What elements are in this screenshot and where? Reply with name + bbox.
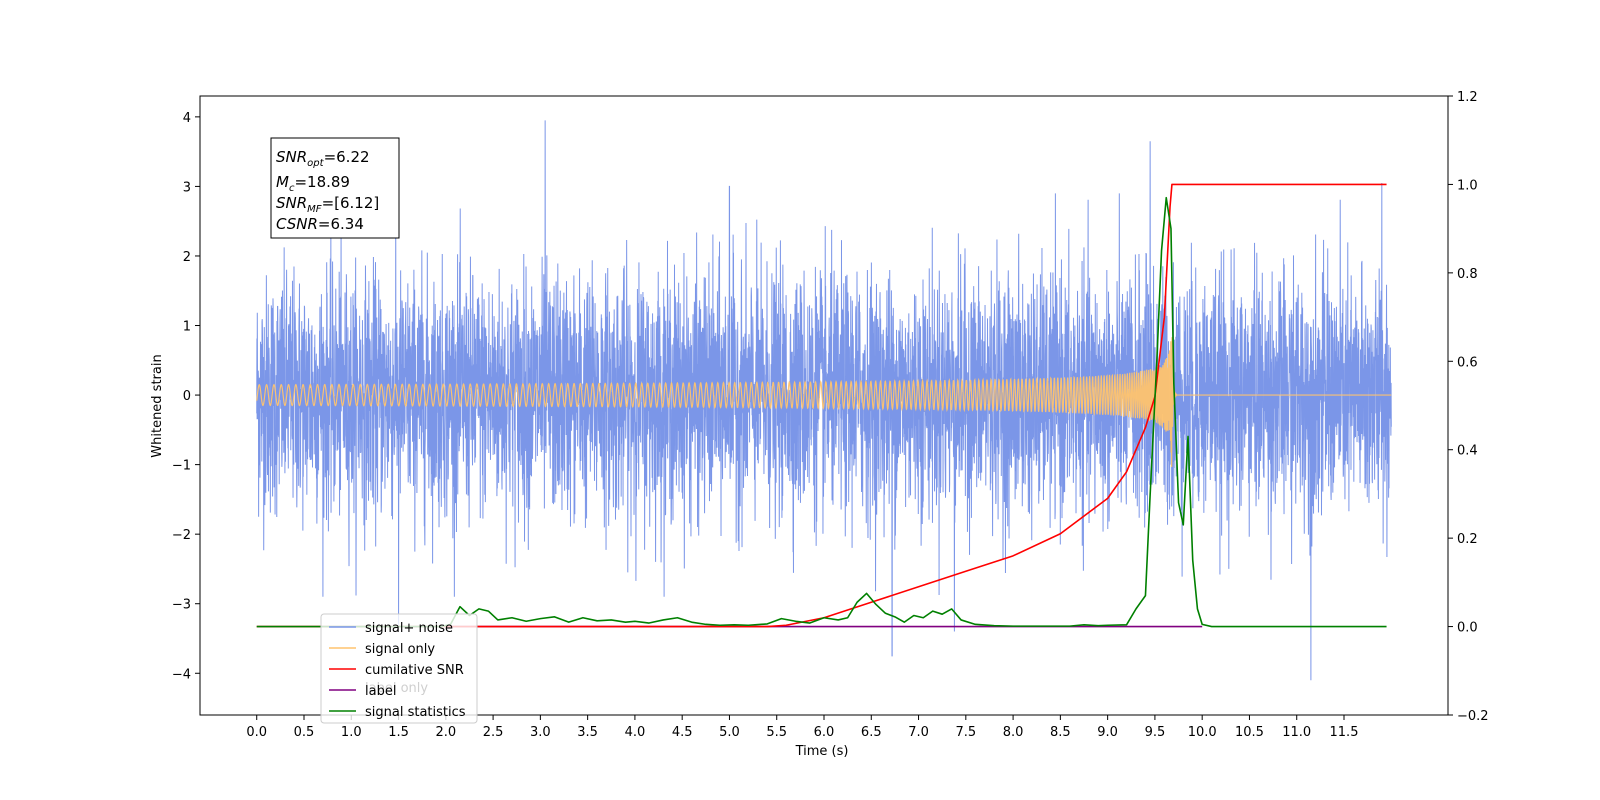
y2-tick-label: 0.6 [1457,355,1478,370]
x-tick-label: 5.5 [766,725,787,740]
x-tick-label: 4.5 [672,725,693,740]
y2-tick-label: 0.8 [1457,267,1478,282]
x-tick-label: 10.5 [1235,725,1264,740]
legend-label: label [365,684,396,699]
right-axis-series [256,183,1387,628]
x-tick-label: 2.0 [435,725,456,740]
legend-label: signal statistics [365,705,466,720]
annotation-snr-opt: SNRopt=6.22 [276,148,370,169]
y2-tick-label: −0.2 [1457,709,1489,724]
annotation-mc: Mc=18.89 [276,173,350,194]
annotation-snr-mf-name: SNR [276,194,307,212]
y2-tick-label: 0.2 [1457,532,1478,547]
x-tick-label: 8.0 [1003,725,1024,740]
x-tick-label: 9.5 [1145,725,1166,740]
x-tick-label: 10.0 [1188,725,1217,740]
y-tick-label: 0 [183,389,191,404]
annotation-snr-opt-sub: opt [307,158,324,169]
signal-trace [256,337,1392,468]
annotation-snr-opt-value: =6.22 [324,148,370,166]
y-axis-right: 1.2 1.0 0.8 0.6 0.4 0.2 0.0 −0.2 [1448,90,1489,724]
y-tick-label: 4 [183,111,191,126]
legend-entries: signal+ noise signal only cumilative SNR la… [329,621,466,720]
annotation-mc-sub: c [289,183,295,194]
x-tick-label: 7.5 [955,725,976,740]
x-tick-label: 11.0 [1282,725,1311,740]
y-tick-label: 2 [183,250,191,265]
series-signal-only [256,337,1392,468]
x-tick-label: 6.0 [814,725,835,740]
y2-tick-label: 0.0 [1457,621,1478,636]
x-tick-label: 6.5 [861,725,882,740]
legend-frame [320,613,478,724]
annotation-snr-opt-name: SNR [276,148,307,166]
legend-hidden-text: label only [365,681,428,696]
x-tick-label: 8.5 [1050,725,1071,740]
annotation-frame [270,137,400,239]
x-tick-label: 9.0 [1097,725,1118,740]
annotation-snr-mf-value: =[6.12] [322,194,380,212]
x-tick-label: 5.0 [719,725,740,740]
y-tick-label: −3 [172,598,191,613]
y-tick-label: −4 [172,667,191,682]
noise-trace [256,120,1392,681]
snr-annotation-box: SNRopt=6.22 Mc=18.89 SNRMF=[6.12] CSNR=6… [270,137,400,239]
y-tick-label: 3 [183,180,191,195]
annotation-csnr-value: =6.34 [318,215,364,233]
x-tick-label: 4.0 [625,725,646,740]
annotation-mc-name: M [276,173,289,191]
legend-label: signal only [365,642,435,657]
y-tick-label: −2 [172,528,191,543]
signal-statistics-line [256,196,1387,628]
plot-area [256,120,1392,681]
x-axis: 0.0 0.5 1.0 1.5 2.0 2.5 3.0 3.5 4.0 4.5 5.0 5.5 6.0 6… [246,715,1358,740]
x-axis-label: Time (s) [795,744,849,759]
y-axis-label: Whitened strain [150,354,165,457]
x-tick-label: 0.0 [246,725,267,740]
x-tick-label: 3.0 [530,725,551,740]
y-tick-label: 1 [183,320,191,335]
x-tick-label: 1.5 [388,725,409,740]
annotation-mc-value: =18.89 [294,173,350,191]
legend-label: cumilative SNR [365,663,464,678]
legend-label: signal+ noise [365,621,453,636]
x-tick-label: 3.5 [577,725,598,740]
y2-tick-label: 1.0 [1457,178,1478,193]
annotation-csnr: CSNR=6.34 [276,215,364,233]
y-tick-label: −1 [172,459,191,474]
x-tick-label: 11.5 [1330,725,1359,740]
annotation-snr-mf: SNRMF=[6.12] [276,194,379,215]
x-tick-label: 7.0 [908,725,929,740]
y2-tick-label: 0.4 [1457,444,1478,459]
cumulative-snr-line [256,183,1387,628]
annotation-snr-mf-sub: MF [307,204,322,215]
x-tick-label: 2.5 [483,725,504,740]
x-tick-label: 1.0 [341,725,362,740]
legend: label only signal+ noise signal only cumil… [320,613,478,724]
x-tick-label: 0.5 [294,725,315,740]
series-signal-plus-noise [256,120,1392,681]
annotation-csnr-name: CSNR [276,215,318,233]
y2-tick-label: 1.2 [1457,90,1478,105]
y-axis-left: 4 3 2 1 0 −1 −2 −3 −4 [172,111,200,682]
